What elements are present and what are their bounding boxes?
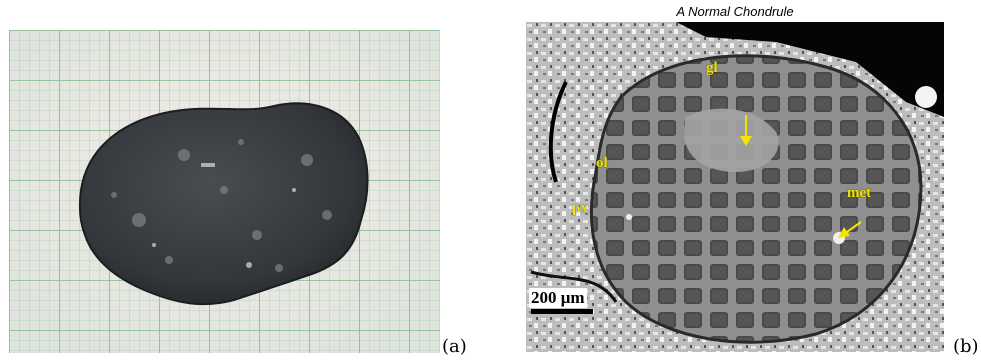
scale-bar (531, 309, 593, 314)
scale-bar-label: 200 μm (529, 288, 587, 308)
label-pyroxene: px (572, 200, 588, 216)
label-olivine: ol (596, 155, 608, 171)
chondrule-micrograph (526, 22, 944, 352)
caption-b: (b) (953, 336, 979, 357)
label-metal: met (847, 185, 872, 201)
caption-a: (a) (442, 336, 467, 357)
panel-b: A Normal Chondrule (490, 0, 981, 360)
panel-a: (a) (0, 0, 490, 360)
meteorite-photo (9, 30, 440, 353)
image-title: A Normal Chondrule (676, 4, 794, 19)
label-glass: gl (706, 60, 718, 76)
